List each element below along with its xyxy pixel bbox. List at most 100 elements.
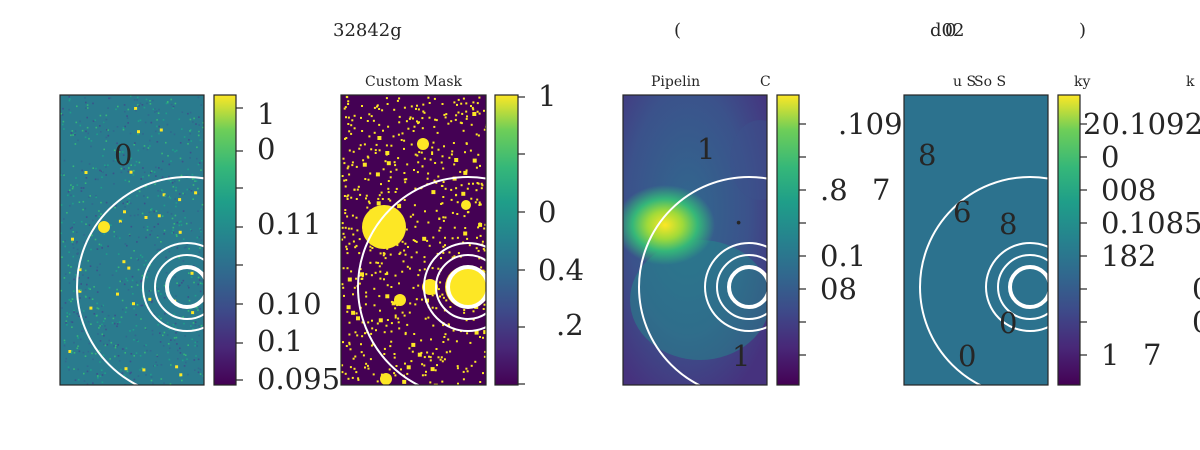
- noise-pixel: [154, 111, 156, 113]
- mask-pixel: [459, 170, 462, 173]
- noise-pixel: [69, 205, 71, 207]
- mask-pixel: [421, 165, 424, 168]
- noise-pixel: [63, 341, 66, 344]
- noise-pixel: [99, 375, 102, 378]
- noise-pixel: [144, 327, 147, 329]
- mask-pixel: [407, 246, 409, 248]
- noise-pixel: [171, 182, 174, 184]
- noise-pixel: [157, 223, 159, 225]
- mask-pixel: [365, 273, 368, 276]
- noise-pixel: [125, 277, 127, 280]
- noise-pixel: [76, 105, 78, 108]
- noise-pixel: [85, 296, 87, 298]
- noise-pixel: [77, 139, 79, 142]
- mask-pixel: [350, 124, 353, 127]
- noise-pixel: [65, 320, 68, 323]
- noise-pixel: [76, 347, 79, 350]
- mask-pixel: [445, 351, 448, 354]
- noise-pixel: [127, 108, 130, 111]
- mask-pixel: [353, 286, 356, 289]
- noise-pixel: [154, 365, 156, 367]
- mask-pixel: [413, 333, 416, 335]
- noise-pixel: [81, 323, 84, 325]
- mask-pixel: [369, 172, 372, 175]
- colorbar-4-tick-label: 0: [1101, 140, 1120, 174]
- noise-pixel: [90, 369, 92, 371]
- mask-pixel: [382, 129, 384, 132]
- noise-pixel: [187, 296, 190, 298]
- mask-pixel: [448, 156, 451, 159]
- noise-pixel: [187, 168, 189, 171]
- noise-pixel: [182, 210, 185, 212]
- noise-pixel: [70, 300, 72, 303]
- mask-pixel: [390, 144, 393, 147]
- mask-pixel: [480, 182, 483, 185]
- noise-pixel: [125, 347, 128, 350]
- mask-pixel: [449, 306, 452, 308]
- mask-pixel: [424, 317, 427, 320]
- noise-pixel: [83, 310, 85, 312]
- noise-pixel: [86, 126, 89, 129]
- mask-pixel: [409, 267, 411, 270]
- mask-pixel: [444, 216, 447, 219]
- noise-pixel: [158, 167, 160, 169]
- panel-4-annotation-5: 0: [958, 339, 977, 373]
- colorbar-3: [776, 94, 806, 386]
- mask-pixel: [347, 277, 352, 282]
- noise-pixel: [189, 151, 192, 154]
- noise-pixel: [88, 163, 91, 165]
- mask-pixel: [423, 256, 426, 259]
- mask-pixel: [440, 161, 443, 164]
- noise-pixel: [60, 289, 62, 292]
- noise-pixel: [113, 322, 116, 325]
- noise-pixel: [128, 233, 131, 236]
- noise-pixel: [185, 361, 187, 364]
- noise-pixel: [129, 372, 131, 375]
- noise-pixel: [145, 328, 147, 330]
- mask-pixel: [359, 268, 362, 271]
- mask-pixel: [477, 226, 480, 229]
- mask-pixel: [411, 342, 416, 347]
- noise-pixel: [136, 339, 138, 341]
- noise-pixel: [95, 126, 98, 129]
- mask-pixel: [412, 130, 415, 132]
- noise-pixel: [133, 214, 136, 217]
- noise-pixel: [130, 371, 132, 374]
- mask-pixel: [462, 129, 465, 132]
- noise-pixel: [119, 321, 121, 323]
- mask-pixel: [472, 318, 475, 321]
- mask-pixel: [456, 236, 459, 239]
- mask-pixel: [402, 260, 405, 263]
- noise-pixel: [183, 353, 185, 356]
- noise-pixel: [133, 250, 135, 252]
- noise-pixel: [198, 236, 201, 238]
- noise-pixel: [197, 193, 200, 195]
- panel-3-image: [623, 95, 767, 385]
- noise-pixel: [87, 350, 90, 353]
- noise-pixel: [125, 306, 128, 309]
- noise-pixel: [63, 339, 66, 342]
- noise-pixel: [192, 322, 195, 324]
- panel-2-annuli: [357, 176, 486, 385]
- mask-pixel: [450, 198, 453, 201]
- noise-pixel: [149, 233, 151, 236]
- mask-pixel: [408, 311, 411, 314]
- mask-pixel: [441, 202, 444, 205]
- mask-pixel: [466, 370, 469, 373]
- mask-pixel: [342, 341, 344, 344]
- mask-pixel: [472, 310, 475, 313]
- panel-4-frame: [903, 94, 1049, 386]
- noise-pixel: [196, 157, 198, 160]
- colorbar-3-tick-label: 0.1: [820, 239, 867, 273]
- mask-pixel: [386, 284, 389, 287]
- noise-pixel: [168, 179, 171, 181]
- mask-pixel: [343, 195, 346, 197]
- noise-pixel: [194, 324, 197, 326]
- noise-pixel: [172, 231, 175, 234]
- mask-pixel: [394, 314, 397, 317]
- noise-pixel: [82, 187, 85, 189]
- mask-pixel: [371, 247, 374, 249]
- mask-pixel: [469, 341, 472, 344]
- noise-pixel: [140, 304, 142, 307]
- noise-pixel: [124, 125, 126, 128]
